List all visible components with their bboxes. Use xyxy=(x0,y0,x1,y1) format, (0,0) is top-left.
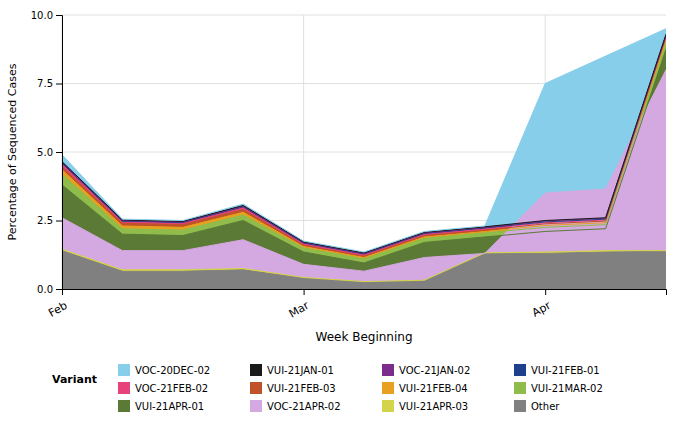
legend-swatch xyxy=(382,400,394,412)
legend: Variant VOC-20DEC-02 VUI-21JAN-01 VOC-21JAN… xyxy=(52,364,603,412)
y-tick-label: 10.0 xyxy=(31,10,53,21)
legend-label: VOC-21APR-02 xyxy=(267,401,341,412)
x-tick-mark xyxy=(304,289,305,295)
legend-item: VUI-21APR-03 xyxy=(382,400,468,412)
line xyxy=(62,251,666,283)
legend-label: VUI-21JAN-01 xyxy=(267,365,334,376)
legend-item: VUI-21FEB-03 xyxy=(250,382,336,394)
y-tick-label: 7.5 xyxy=(37,78,53,89)
y-tick-mark xyxy=(56,84,62,85)
x-tick: Feb xyxy=(46,289,69,320)
legend-label: VOC-21JAN-02 xyxy=(399,365,470,376)
legend-swatch xyxy=(250,382,262,394)
y-tick-mark xyxy=(56,152,62,153)
line xyxy=(62,39,666,257)
chart-svg: 0.0 2.5 5.0 7.5 10.0 Feb Mar Apr Week Beginning P… xyxy=(0,0,688,434)
legend-item: VOC-20DEC-02 xyxy=(118,364,210,376)
legend-item: VUI-21FEB-01 xyxy=(514,364,600,376)
area xyxy=(62,34,666,289)
marks xyxy=(62,29,666,289)
area xyxy=(62,35,666,289)
x-tick-label: Feb xyxy=(46,299,69,320)
legend-label: VOC-21FEB-02 xyxy=(135,383,208,394)
y-tick: 0.0 xyxy=(37,284,62,295)
legend-title: Variant xyxy=(52,373,97,386)
x-tick-mark xyxy=(62,289,63,295)
x-tick: Mar xyxy=(287,289,312,321)
legend-label: VUI-21FEB-01 xyxy=(531,365,600,376)
line xyxy=(62,36,666,254)
y-axis: 0.0 2.5 5.0 7.5 10.0 xyxy=(31,10,63,295)
line xyxy=(62,49,666,263)
legend-swatch xyxy=(118,382,130,394)
legend-label: VUI-21FEB-04 xyxy=(399,383,468,394)
y-tick-mark xyxy=(56,289,62,290)
legend-label: Other xyxy=(531,401,560,412)
y-tick: 10.0 xyxy=(31,10,62,21)
x-tick-mark xyxy=(545,289,546,295)
legend-label: VOC-20DEC-02 xyxy=(135,365,210,376)
legend-swatch xyxy=(118,364,130,376)
legend-swatch xyxy=(382,364,394,376)
area xyxy=(62,37,666,289)
legend-item: VUI-21MAR-02 xyxy=(514,382,603,394)
legend-item: Other xyxy=(514,400,560,412)
line xyxy=(62,70,666,271)
y-tick: 7.5 xyxy=(37,78,62,89)
legend-item: VOC-21FEB-02 xyxy=(118,382,208,394)
legend-swatch xyxy=(514,364,526,376)
area xyxy=(62,29,666,289)
line xyxy=(62,36,666,254)
x-tick-label: Apr xyxy=(530,299,553,320)
legend-swatch xyxy=(382,382,394,394)
grid-line-y xyxy=(62,15,666,16)
line xyxy=(62,29,666,252)
x-tick-label: Mar xyxy=(287,299,312,321)
y-tick-mark xyxy=(56,221,62,222)
y-tick-label: 5.0 xyxy=(37,147,53,158)
plot-area: 0.0 2.5 5.0 7.5 10.0 Feb Mar Apr xyxy=(31,10,667,321)
legend-label: VUI-21APR-01 xyxy=(135,401,204,412)
legend-item: VOC-21JAN-02 xyxy=(382,364,470,376)
legend-label: VUI-21MAR-02 xyxy=(531,383,603,394)
legend-label: VUI-21FEB-03 xyxy=(267,383,336,394)
legend-item: VUI-21JAN-01 xyxy=(250,364,334,376)
y-tick: 2.5 xyxy=(37,215,62,226)
x-tick: Apr xyxy=(530,289,553,320)
legend-item: VOC-21APR-02 xyxy=(250,400,341,412)
legend-item: VUI-21APR-01 xyxy=(118,400,204,412)
legend-swatch xyxy=(514,400,526,412)
area xyxy=(62,36,666,289)
y-tick-label: 2.5 xyxy=(37,215,53,226)
y-tick-mark xyxy=(56,15,62,16)
legend-swatch xyxy=(514,382,526,394)
y-axis-line xyxy=(56,16,63,290)
y-axis-title: Percentage of Sequenced Cases xyxy=(6,63,19,240)
line xyxy=(62,35,666,253)
y-tick-label: 0.0 xyxy=(37,284,53,295)
legend-swatch xyxy=(250,400,262,412)
legend-item: VUI-21FEB-04 xyxy=(382,382,468,394)
legend-swatch xyxy=(118,400,130,412)
area xyxy=(62,36,666,289)
legend-label: VUI-21APR-03 xyxy=(399,401,468,412)
y-tick: 5.0 xyxy=(37,147,62,158)
x-axis: Feb Mar Apr xyxy=(46,289,666,321)
x-axis-line xyxy=(63,290,667,296)
grid xyxy=(62,15,666,289)
x-axis-title: Week Beginning xyxy=(315,330,412,344)
legend-swatch xyxy=(250,364,262,376)
